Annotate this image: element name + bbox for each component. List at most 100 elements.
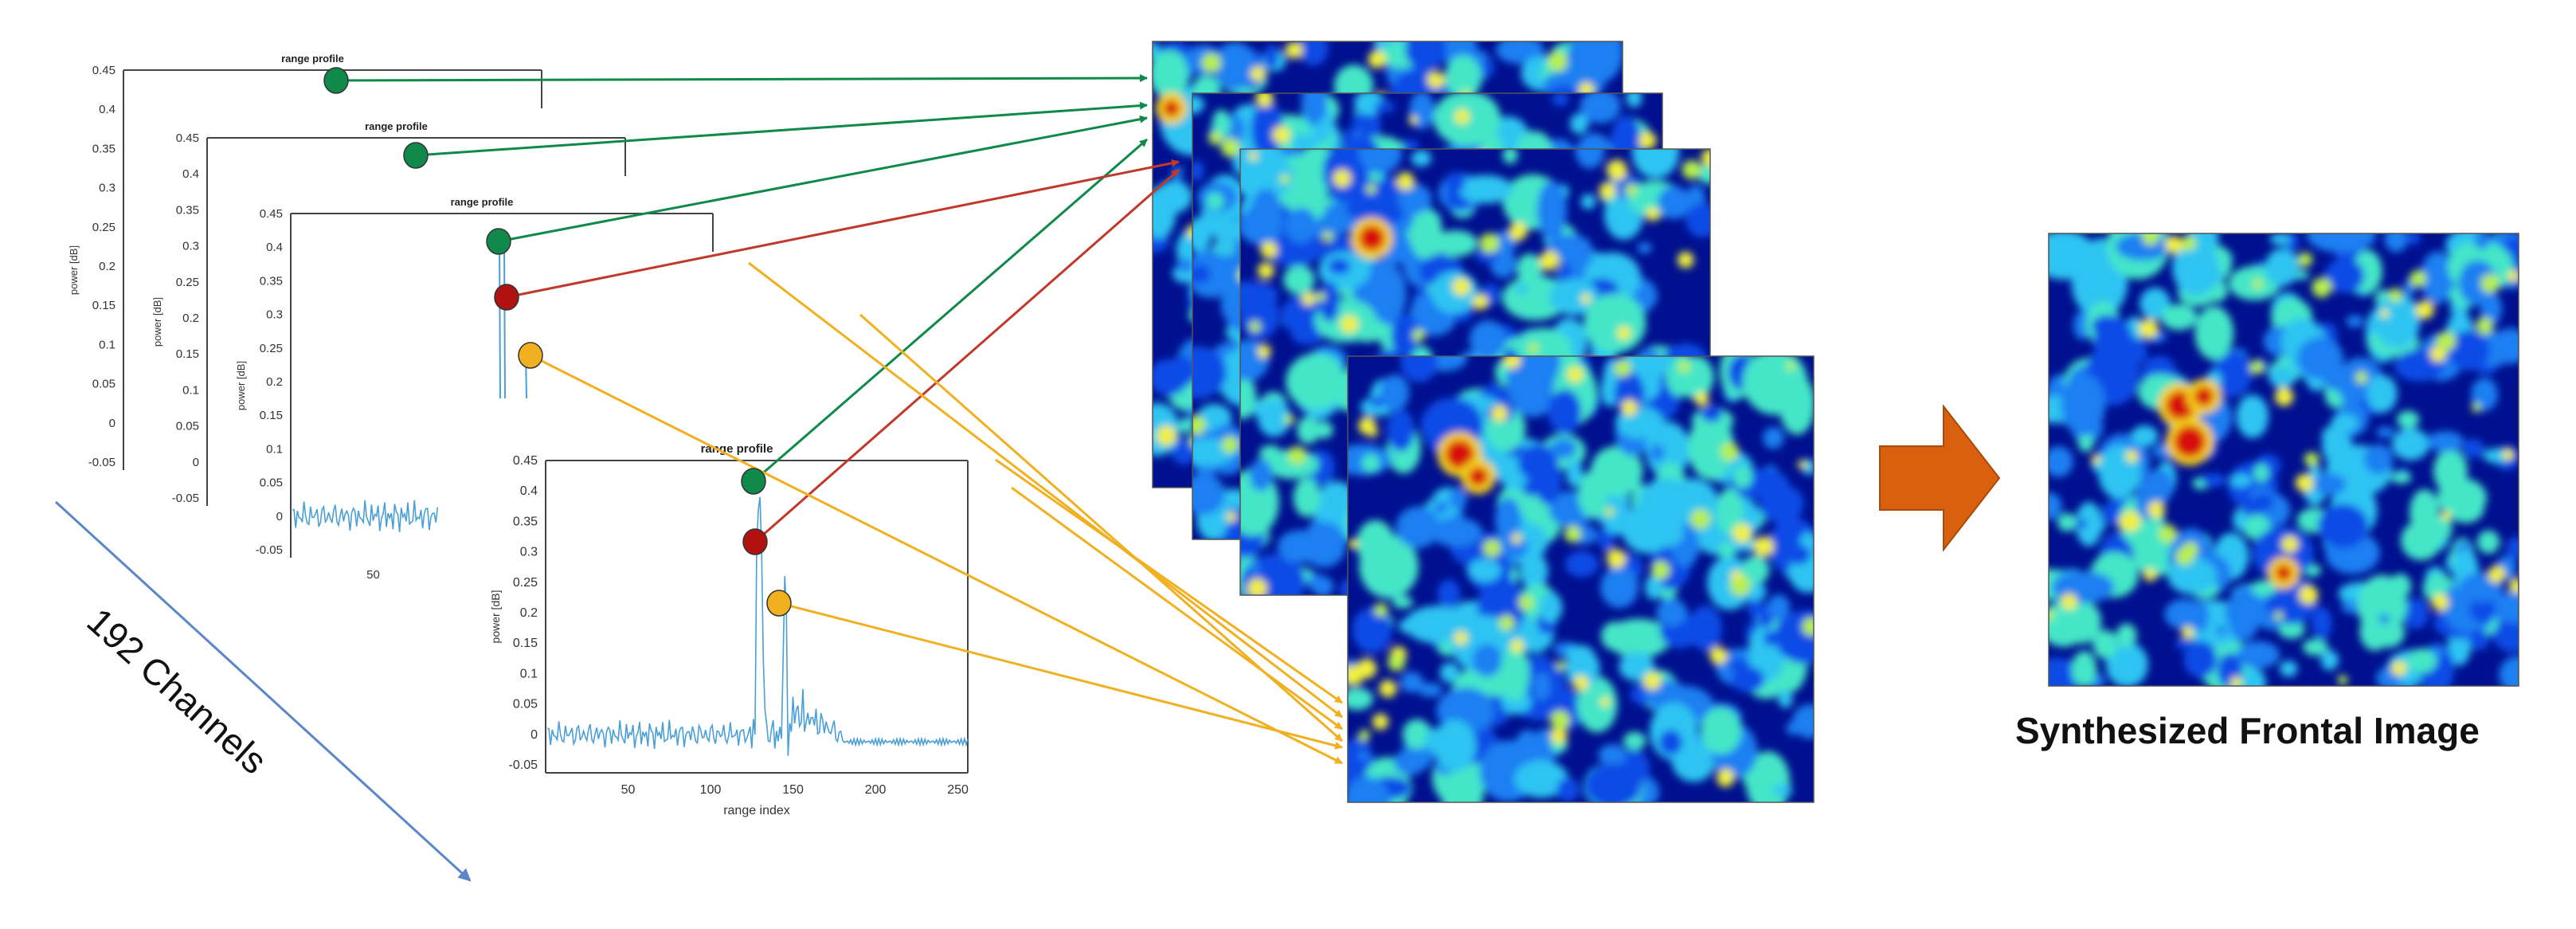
heatmap-blob <box>2049 446 2073 477</box>
heatmap-warm-spot <box>1786 361 1795 371</box>
x-tick-label: 250 <box>947 783 969 797</box>
y-tick-label: 0.2 <box>520 606 538 620</box>
heatmap-blob <box>2164 598 2204 630</box>
heatmap-blob <box>1731 666 1765 693</box>
heatmap-warm-spot <box>2165 235 2183 254</box>
heatmap-blob <box>1430 517 1482 547</box>
heatmap-warm-spot <box>2274 611 2284 621</box>
heatmap-blob <box>1659 730 1682 755</box>
heatmap-blob <box>2242 668 2266 686</box>
heatmap-warm-spot <box>1732 523 1752 543</box>
heatmap-blob <box>1437 579 1461 608</box>
heatmap-warm-spot <box>2472 403 2481 413</box>
heatmap-blob <box>1391 314 1419 358</box>
heatmap-blob <box>1685 203 1710 237</box>
heatmap-warm-spot <box>1279 174 1290 185</box>
signal-line <box>547 496 969 756</box>
heatmap-blob <box>1455 674 1469 692</box>
synthesized-heatmap <box>2048 233 2519 687</box>
heatmap-blob <box>1458 174 1513 204</box>
heatmap-blob <box>1701 707 1742 755</box>
heatmap-blob <box>1637 242 1652 254</box>
y-tick-label: 0.2 <box>182 312 199 325</box>
heatmap-blob <box>1763 427 1784 449</box>
heatmap-warm-spot <box>1249 321 1261 333</box>
heatmap-blob <box>1559 264 1572 282</box>
heatmap-blob <box>1192 473 1225 515</box>
heatmap-blob <box>2346 315 2364 327</box>
heatmap-warm-spot <box>2125 449 2139 463</box>
heatmap-warm-spot <box>2507 270 2519 283</box>
heatmap-blob <box>1598 743 1627 767</box>
heatmap-warm-spot <box>2380 308 2390 318</box>
heatmap-blob <box>2269 233 2291 245</box>
heatmap-warm-spot <box>1678 360 1690 373</box>
heatmap-blob <box>2458 260 2497 306</box>
heatmap-blob <box>2324 258 2365 293</box>
y-tick-label: -0.05 <box>88 456 115 469</box>
heatmap-blob <box>2488 590 2519 624</box>
heatmap-blob <box>2357 574 2407 635</box>
heatmap-blob <box>1564 551 1599 578</box>
heatmap-warm-spot <box>2142 233 2159 245</box>
x-axis-label: range index <box>723 804 790 817</box>
heatmap-blob <box>1548 389 1582 434</box>
heatmap-blob <box>2367 374 2398 413</box>
heatmap-warm-spot <box>1358 417 1376 435</box>
heatmap-blob <box>2468 629 2490 651</box>
heatmap-blob <box>1346 199 1372 219</box>
heatmap-blob <box>2374 293 2421 348</box>
heatmap-blob <box>2265 248 2300 286</box>
green-marker-dot <box>323 67 349 94</box>
heatmap-blob <box>1402 719 1432 750</box>
heatmap-hot-spot <box>1468 467 1488 487</box>
heatmap-warm-spot <box>1472 294 1489 310</box>
plot-title: range profile <box>365 120 428 132</box>
heatmap-blob <box>2397 410 2420 429</box>
heatmap-blob <box>2420 251 2456 304</box>
heatmap-blob <box>1359 750 1369 762</box>
heatmap-blob <box>1575 149 1605 169</box>
heatmap-blob <box>2384 233 2408 253</box>
heatmap-blob <box>1342 127 1357 152</box>
heatmap-warm-spot <box>1257 262 1274 280</box>
heatmap-blob <box>1400 672 1423 693</box>
heatmap-hot-spot <box>1163 100 1180 116</box>
y-tick-label: 0 <box>276 510 283 523</box>
orange-arrow <box>530 354 1343 765</box>
heatmap-blob <box>2321 426 2339 449</box>
heatmap-warm-spot <box>2391 660 2407 676</box>
heatmap-warm-spot <box>1366 184 1376 194</box>
heatmap-blob <box>2506 536 2519 559</box>
heatmap-warm-spot <box>1731 570 1742 581</box>
heatmap-blob <box>1277 530 1322 563</box>
heatmap-warm-spot <box>1717 769 1735 787</box>
heatmap-warm-spot <box>2429 346 2446 363</box>
heatmap-warm-spot <box>1638 131 1657 150</box>
heatmap-blob <box>1619 652 1655 681</box>
heatmap-blob <box>1494 497 1521 541</box>
x-tick-label: 50 <box>621 783 636 797</box>
heatmap-blob <box>1176 258 1194 272</box>
heatmap-blob <box>1645 574 1662 600</box>
heatmap-warm-spot <box>1573 675 1589 691</box>
heatmap-warm-spot <box>1272 126 1290 144</box>
heatmap-warm-spot <box>1651 561 1670 580</box>
heatmap-warm-spot <box>1604 507 1615 517</box>
y-tick-label: 0.25 <box>92 221 115 234</box>
heatmap-blob <box>2447 494 2484 523</box>
y-tick-label: 0.35 <box>92 142 115 155</box>
heatmap-blob <box>1576 676 1618 733</box>
heatmap-blob <box>2376 426 2395 438</box>
heatmap-blob <box>1410 215 1443 260</box>
heatmap-warm-spot <box>1208 131 1223 145</box>
heatmap-blob <box>2093 316 2133 373</box>
channels-arrow <box>54 500 472 882</box>
heatmap-warm-spot <box>1547 51 1568 72</box>
heatmap-warm-spot <box>1372 713 1389 730</box>
heatmap-blob <box>1298 41 1329 66</box>
heatmap-blob <box>1286 353 1347 410</box>
heatmap-blob <box>2085 517 2106 533</box>
heatmap-blob <box>2051 570 2115 604</box>
